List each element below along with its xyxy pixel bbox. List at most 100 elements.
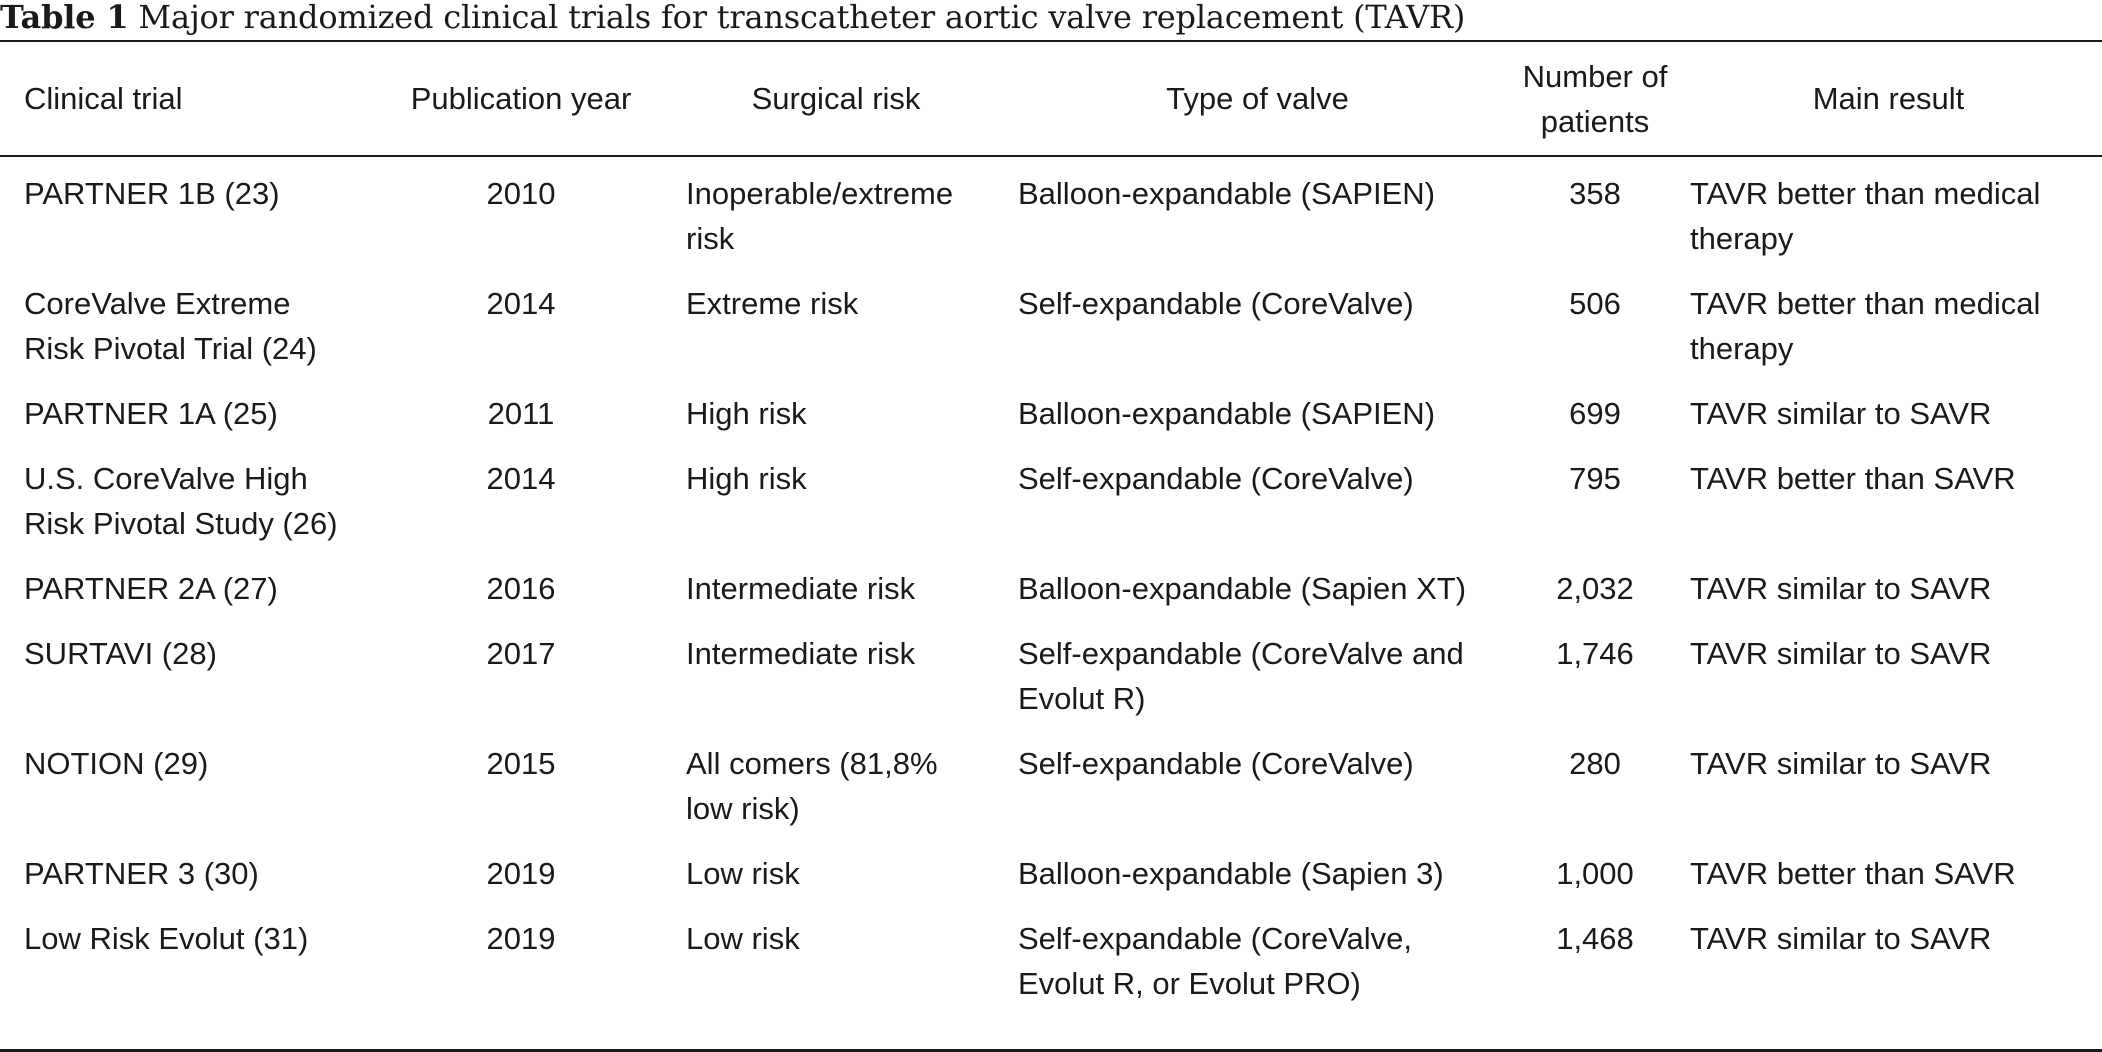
cell-publication-year: 2010 — [486, 176, 556, 211]
cell-clinical-trial-line: PARTNER 3 (30) — [24, 856, 259, 891]
cell-surgical-risk: Intermediate risk — [672, 621, 1000, 731]
cell-surgical-risk-line: All comers (81,8% — [686, 746, 938, 781]
cell-main-result-line: therapy — [1690, 221, 1794, 256]
cell-publication-year: 2016 — [486, 571, 556, 606]
header-patients-line-2: patients — [1540, 103, 1650, 139]
cell-publication-year: 2011 — [487, 396, 555, 431]
cell-type-of-valve-line: Balloon-expandable (Sapien 3) — [1018, 856, 1444, 891]
header-patients-line-1: Number of — [1522, 58, 1668, 94]
cell-type-of-valve-line: Self-expandable (CoreValve) — [1018, 461, 1414, 496]
cell-type-of-valve-line: Self-expandable (CoreValve) — [1018, 286, 1414, 321]
cell-surgical-risk-line: Intermediate risk — [686, 571, 916, 606]
cell-main-result-line: TAVR better than medical — [1690, 286, 2041, 321]
cell-type-of-valve-line: Evolut R) — [1018, 681, 1146, 716]
cell-main-result-line: TAVR similar to SAVR — [1690, 571, 1992, 606]
cell-type-of-valve: Self-expandable (CoreValve) — [1000, 271, 1515, 381]
cell-clinical-trial-line: Risk Pivotal Trial (24) — [24, 331, 317, 366]
cell-main-result: TAVR better than medical therapy — [1675, 155, 2102, 271]
header-publication-year: Publication year — [410, 81, 632, 116]
table-row: Low Risk Evolut (31) 2019 Low risk Self-exp… — [0, 906, 2102, 1016]
cell-clinical-trial: NOTION (29) — [0, 731, 370, 841]
cell-main-result-line: TAVR better than SAVR — [1690, 856, 2016, 891]
cell-number-of-patients: 358 — [1569, 176, 1621, 211]
cell-number-of-patients: 1,746 — [1556, 636, 1634, 671]
cell-surgical-risk-line: High risk — [686, 461, 807, 496]
cell-surgical-risk: All comers (81,8% low risk) — [672, 731, 1000, 841]
header-number-of-patients: Number of patients — [1515, 42, 1675, 155]
cell-clinical-trial-line: PARTNER 1A (25) — [24, 396, 278, 431]
cell-surgical-risk-line: Low risk — [686, 921, 800, 956]
cell-clinical-trial-line: NOTION (29) — [24, 746, 209, 781]
cell-type-of-valve-line: Self-expandable (CoreValve and — [1018, 636, 1464, 671]
cell-type-of-valve: Balloon-expandable (SAPIEN) — [1000, 381, 1515, 446]
cell-main-result-line: therapy — [1690, 331, 1794, 366]
cell-type-of-valve: Self-expandable (CoreValve and Evolut R) — [1000, 621, 1515, 731]
cell-publication-year: 2014 — [486, 286, 556, 321]
cell-clinical-trial: Low Risk Evolut (31) — [0, 906, 370, 1016]
cell-surgical-risk: High risk — [672, 381, 1000, 446]
header-main-result: Main result — [1812, 81, 1965, 116]
table-body: PARTNER 1B (23) 2010 Inoperable/extreme ris… — [0, 155, 2102, 1016]
cell-type-of-valve-line: Balloon-expandable (Sapien XT) — [1018, 571, 1467, 606]
table-header-rule — [0, 155, 2102, 157]
cell-surgical-risk-line: low risk) — [686, 791, 800, 826]
cell-clinical-trial: SURTAVI (28) — [0, 621, 370, 731]
cell-number-of-patients: 795 — [1569, 461, 1621, 496]
cell-type-of-valve: Balloon-expandable (Sapien XT) — [1000, 556, 1515, 621]
cell-clinical-trial: CoreValve Extreme Risk Pivotal Trial (24) — [0, 271, 370, 381]
cell-clinical-trial-line: Low Risk Evolut (31) — [24, 921, 309, 956]
cell-main-result-line: TAVR better than medical — [1690, 176, 2041, 211]
table-row: U.S. CoreValve High Risk Pivotal Study (2… — [0, 446, 2102, 556]
table-caption-label: Table 1 — [0, 0, 129, 36]
cell-publication-year: 2014 — [486, 461, 556, 496]
cell-surgical-risk: Low risk — [672, 841, 1000, 906]
cell-number-of-patients: 280 — [1569, 746, 1621, 781]
cell-surgical-risk: Inoperable/extreme risk — [672, 155, 1000, 271]
cell-number-of-patients: 1,000 — [1556, 856, 1634, 891]
table-caption-text: Major randomized clinical trials for tra… — [138, 0, 1466, 36]
cell-clinical-trial-line: PARTNER 1B (23) — [24, 176, 280, 211]
cell-clinical-trial: U.S. CoreValve High Risk Pivotal Study (2… — [0, 446, 370, 556]
cell-type-of-valve-line: Evolut R, or Evolut PRO) — [1018, 966, 1361, 1001]
cell-main-result: TAVR better than medical therapy — [1675, 271, 2102, 381]
cell-clinical-trial-line: U.S. CoreValve High — [24, 461, 308, 496]
cell-surgical-risk-line: High risk — [686, 396, 807, 431]
cell-main-result-line: TAVR similar to SAVR — [1690, 396, 1992, 431]
table-top-rule — [0, 40, 2102, 42]
cell-clinical-trial: PARTNER 1A (25) — [0, 381, 370, 446]
cell-publication-year: 2017 — [486, 636, 556, 671]
cell-number-of-patients: 699 — [1569, 396, 1621, 431]
table-row: CoreValve Extreme Risk Pivotal Trial (24)… — [0, 271, 2102, 381]
cell-type-of-valve: Self-expandable (CoreValve, Evolut R, or … — [1000, 906, 1515, 1016]
header-type-of-valve: Type of valve — [1166, 81, 1349, 116]
cell-clinical-trial-line: SURTAVI (28) — [24, 636, 217, 671]
header-row: Clinical trial Publication year Surgical… — [0, 42, 2102, 155]
table-row: NOTION (29) 2015 All comers (81,8% low risk… — [0, 731, 2102, 841]
table-row: PARTNER 1A (25) 2011 High risk Balloon-expa… — [0, 381, 2102, 446]
cell-surgical-risk-line: Extreme risk — [686, 286, 859, 321]
cell-clinical-trial: PARTNER 1B (23) — [0, 155, 370, 271]
cell-clinical-trial-line: CoreValve Extreme — [24, 286, 291, 321]
cell-type-of-valve: Balloon-expandable (SAPIEN) — [1000, 155, 1515, 271]
cell-main-result: TAVR similar to SAVR — [1675, 621, 2102, 731]
table-header: Clinical trial Publication year Surgical… — [0, 42, 2102, 155]
cell-main-result-line: TAVR similar to SAVR — [1690, 636, 1992, 671]
cell-main-result: TAVR similar to SAVR — [1675, 381, 2102, 446]
cell-surgical-risk: Intermediate risk — [672, 556, 1000, 621]
trials-table: Clinical trial Publication year Surgical… — [0, 42, 2102, 1016]
table-row: SURTAVI (28) 2017 Intermediate risk Self-ex… — [0, 621, 2102, 731]
cell-main-result-line: TAVR better than SAVR — [1690, 461, 2016, 496]
cell-clinical-trial: PARTNER 2A (27) — [0, 556, 370, 621]
header-clinical-trial: Clinical trial — [24, 81, 183, 116]
table-bottom-rule — [0, 1049, 2102, 1052]
cell-surgical-risk-line: Low risk — [686, 856, 800, 891]
cell-surgical-risk-line: risk — [686, 221, 735, 256]
cell-type-of-valve: Balloon-expandable (Sapien 3) — [1000, 841, 1515, 906]
cell-surgical-risk-line: Inoperable/extreme — [686, 176, 954, 211]
cell-surgical-risk: Low risk — [672, 906, 1000, 1016]
cell-type-of-valve: Self-expandable (CoreValve) — [1000, 731, 1515, 841]
cell-clinical-trial-line: PARTNER 2A (27) — [24, 571, 278, 606]
cell-main-result: TAVR similar to SAVR — [1675, 556, 2102, 621]
table-row: PARTNER 1B (23) 2010 Inoperable/extreme ris… — [0, 155, 2102, 271]
cell-type-of-valve-line: Balloon-expandable (SAPIEN) — [1018, 176, 1436, 211]
